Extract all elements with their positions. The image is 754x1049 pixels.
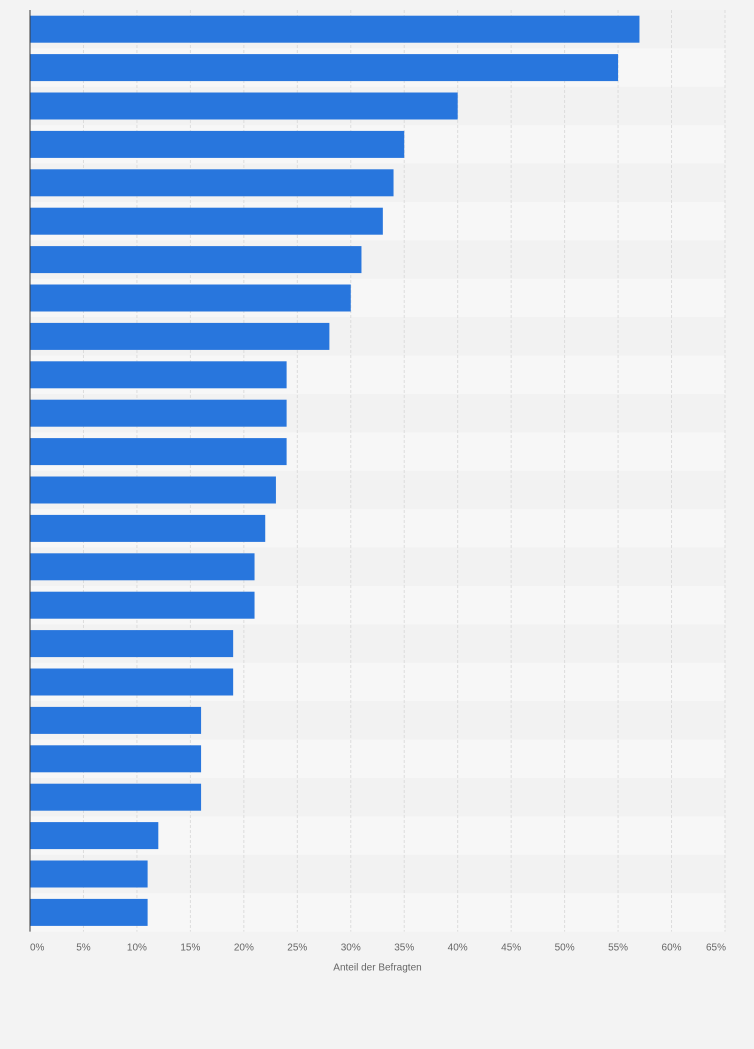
bar[interactable] xyxy=(30,284,351,312)
bar[interactable] xyxy=(30,130,405,158)
x-tick-label: 40% xyxy=(448,943,468,954)
bar[interactable] xyxy=(30,822,159,850)
x-tick-label: 60% xyxy=(662,943,682,954)
bar[interactable] xyxy=(30,207,383,235)
x-tick-label: 65% xyxy=(706,943,726,954)
x-tick-label: 15% xyxy=(180,943,200,954)
x-axis-title: Anteil der Befragten xyxy=(333,963,421,974)
bar[interactable] xyxy=(30,246,362,274)
x-tick-label: 30% xyxy=(341,943,361,954)
bar[interactable] xyxy=(30,476,276,504)
x-axis-tick-labels: 0% 5% 10% 15% 20% 25% 30% 35% 40% 45% 50% 55% 60% 65% xyxy=(30,943,726,954)
x-tick-label: 50% xyxy=(555,943,575,954)
bar[interactable] xyxy=(30,745,202,773)
bars xyxy=(30,15,640,926)
x-tick-label: 55% xyxy=(608,943,628,954)
grid-lines xyxy=(82,10,726,932)
bar[interactable] xyxy=(30,92,458,120)
bar[interactable] xyxy=(30,361,287,389)
bar[interactable] xyxy=(30,668,234,696)
x-tick-label: 0% xyxy=(30,943,45,954)
x-tick-label: 35% xyxy=(394,943,414,954)
x-tick-label: 5% xyxy=(76,943,91,954)
bar[interactable] xyxy=(30,54,619,82)
x-tick-label: 10% xyxy=(127,943,147,954)
bar[interactable] xyxy=(30,591,255,619)
bar[interactable] xyxy=(30,399,287,427)
bar[interactable] xyxy=(30,514,266,542)
bar[interactable] xyxy=(30,630,234,658)
x-tick-label: 45% xyxy=(501,943,521,954)
x-tick-label: 25% xyxy=(287,943,307,954)
bar[interactable] xyxy=(30,898,148,926)
bar[interactable] xyxy=(30,15,640,43)
bar[interactable] xyxy=(30,706,202,734)
bar[interactable] xyxy=(30,169,394,197)
bar[interactable] xyxy=(30,553,255,581)
bar[interactable] xyxy=(30,860,148,888)
x-tick-label: 20% xyxy=(234,943,254,954)
bar[interactable] xyxy=(30,783,202,811)
bar[interactable] xyxy=(30,438,287,466)
bar[interactable] xyxy=(30,322,330,350)
